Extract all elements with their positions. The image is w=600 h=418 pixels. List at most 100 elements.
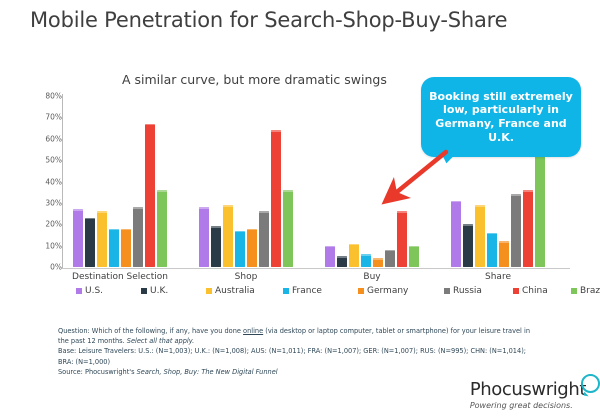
- logo-name-text: Phocuswright: [469, 379, 587, 400]
- x-axis-line: [62, 268, 570, 269]
- y-tick-mark: [59, 160, 63, 162]
- legend-swatch: [513, 288, 519, 294]
- bar: [157, 190, 167, 267]
- annotation-arrow-icon: [381, 149, 449, 205]
- bar: [487, 232, 497, 267]
- bar: [397, 211, 407, 267]
- chart-legend: U.S. U.K. Australia France Germany Russia Chin…: [76, 286, 600, 300]
- bar: [337, 256, 347, 267]
- bar: [409, 245, 419, 267]
- legend-label: Brazil: [580, 286, 600, 296]
- y-axis-tick-labels: 80% 70% 60% 50% 40% 30% 20% 10% 0%: [28, 0, 62, 418]
- y-tick-mark: [59, 117, 63, 119]
- bar: [199, 207, 209, 267]
- callout-text: Booking still extremely low, particularl…: [429, 89, 573, 144]
- bar: [511, 194, 521, 267]
- chart-plot-area: [65, 96, 570, 267]
- y-tick-mark: [59, 267, 63, 268]
- y-tick-label: 70%: [45, 112, 62, 122]
- y-tick-label: 80%: [45, 91, 62, 101]
- group-label-destination-selection: Destination Selection: [72, 272, 168, 282]
- callout-bubble: Booking still extremely low, particularl…: [421, 77, 581, 157]
- bar-group: [325, 96, 435, 267]
- bar: [109, 228, 119, 267]
- legend-item-brazil[interactable]: Brazil: [571, 286, 600, 296]
- bar: [97, 211, 107, 267]
- chart-subtitle: A similar curve, but more dramatic swing…: [122, 72, 387, 87]
- y-tick-label: 30%: [45, 198, 62, 208]
- bar-group: [199, 96, 309, 267]
- bar: [247, 228, 257, 267]
- legend-label: Russia: [453, 286, 482, 296]
- bar: [85, 217, 95, 267]
- bar: [121, 228, 131, 267]
- page-title: Mobile Penetration for Search-Shop-Buy-S…: [30, 8, 508, 32]
- legend-item-us[interactable]: U.S.: [76, 286, 103, 296]
- bar: [475, 205, 485, 267]
- group-label-buy: Buy: [363, 272, 381, 282]
- bar: [385, 249, 395, 267]
- y-tick-label: 40%: [45, 177, 62, 186]
- legend-item-russia[interactable]: Russia: [444, 286, 482, 296]
- group-label-shop: Shop: [234, 272, 258, 282]
- y-tick-mark: [59, 138, 63, 140]
- bar: [259, 211, 269, 267]
- legend-label: U.K.: [150, 286, 169, 296]
- legend-swatch: [358, 288, 364, 294]
- bar: [373, 258, 383, 267]
- logo-tagline: Powering great decisions.: [469, 401, 573, 410]
- legend-item-france[interactable]: France: [283, 286, 322, 296]
- legend-label: France: [292, 286, 322, 296]
- bar: [535, 155, 545, 267]
- footnote-base: Base: Leisure Travelers: U.S.: (N=1,003)…: [58, 347, 526, 366]
- bar: [499, 241, 509, 267]
- bar: [223, 205, 233, 267]
- footnote-source: Source: Phocuswright's Search, Shop, Buy…: [58, 367, 278, 376]
- bar: [283, 190, 293, 267]
- legend-swatch: [571, 288, 577, 294]
- bar: [463, 224, 473, 267]
- y-tick-label: 60%: [45, 134, 62, 144]
- y-tick-label: 20%: [45, 219, 62, 229]
- legend-item-uk[interactable]: U.K.: [141, 286, 168, 296]
- bar-group: [73, 96, 183, 267]
- y-tick-mark: [59, 245, 63, 247]
- y-tick-mark: [59, 202, 63, 204]
- legend-label: U.S.: [85, 286, 104, 296]
- legend-swatch: [283, 288, 289, 294]
- bar: [523, 190, 533, 267]
- legend-item-australia[interactable]: Australia: [206, 286, 255, 296]
- footnote-question: Question: Which of the following, if any…: [58, 327, 530, 346]
- bar: [451, 200, 461, 267]
- bar: [361, 254, 371, 267]
- bar: [133, 207, 143, 267]
- legend-swatch: [206, 288, 212, 294]
- footnotes: Question: Which of the following, if any…: [58, 326, 538, 377]
- bar: [325, 245, 335, 267]
- bar: [145, 123, 155, 267]
- bar: [211, 226, 221, 267]
- legend-label: Germany: [367, 286, 409, 296]
- phocuswright-logo: Phocuswright Powering great decisions.: [469, 374, 600, 410]
- legend-swatch: [76, 288, 82, 294]
- online-link[interactable]: online: [243, 327, 264, 335]
- y-tick-mark: [59, 181, 63, 183]
- y-tick-mark: [59, 224, 63, 226]
- y-tick-label: 50%: [45, 155, 62, 165]
- y-tick-label: 10%: [45, 241, 62, 251]
- legend-swatch: [141, 288, 147, 294]
- legend-swatch: [444, 288, 450, 294]
- bar: [271, 130, 281, 267]
- legend-label: China: [522, 286, 548, 296]
- bar: [73, 209, 83, 267]
- group-label-share: Share: [485, 272, 511, 282]
- legend-label: Australia: [215, 286, 255, 296]
- y-tick-label: 0%: [50, 262, 62, 272]
- speech-bubble-icon: [581, 374, 600, 393]
- bar: [349, 243, 359, 267]
- y-tick-mark: [59, 96, 63, 97]
- legend-item-germany[interactable]: Germany: [358, 286, 408, 296]
- legend-item-china[interactable]: China: [513, 286, 548, 296]
- bar: [235, 230, 245, 267]
